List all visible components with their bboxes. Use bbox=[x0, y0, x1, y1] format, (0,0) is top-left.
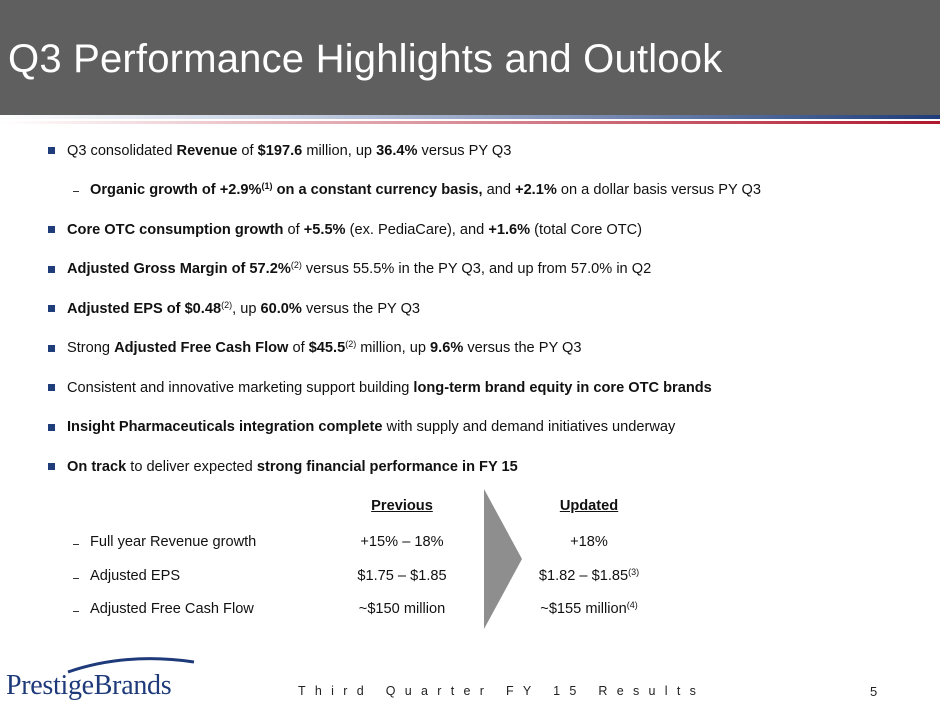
text-bold: +2.1% bbox=[515, 182, 557, 198]
text-bold: Adjusted Gross Margin of 57.2% bbox=[67, 261, 291, 277]
previous-value: ~$150 million bbox=[358, 601, 446, 617]
red-stripe bbox=[0, 121, 940, 124]
text-bold: $197.6 bbox=[257, 143, 303, 159]
previous-value: +15% – 18% bbox=[360, 534, 444, 550]
text-bold: 60.0% bbox=[260, 301, 302, 317]
previous-value: $1.75 – $1.85 bbox=[357, 568, 447, 584]
text-bold: Organic growth of +2.9% bbox=[90, 182, 262, 198]
text-bold: Adjusted Free Cash Flow bbox=[114, 340, 289, 356]
updated-value: ~$155 million(4) bbox=[509, 600, 669, 618]
footnote-ref: (2) bbox=[290, 260, 302, 270]
page-number: 5 bbox=[870, 684, 878, 699]
text: of bbox=[283, 222, 304, 238]
title-bar: Q3 Performance Highlights and Outlook bbox=[0, 0, 940, 115]
sub-bullet-dash-icon bbox=[73, 191, 79, 192]
text: , up bbox=[232, 301, 261, 317]
updated-text: ~$155 million bbox=[540, 601, 627, 617]
bullet-insight-integration: Insight Pharmaceuticals integration comp… bbox=[67, 418, 675, 436]
text: Strong bbox=[67, 340, 115, 356]
updated-value: +18% bbox=[509, 534, 669, 550]
footnote-ref: (2) bbox=[221, 300, 233, 310]
sub-bullet-organic-growth: Organic growth of +2.9%(1) on a constant… bbox=[90, 181, 761, 199]
footnote-ref: (3) bbox=[628, 567, 640, 577]
text: to deliver expected bbox=[126, 459, 257, 475]
arrow-chevron-icon bbox=[484, 489, 522, 629]
text-bold: $45.5 bbox=[308, 340, 346, 356]
text: with supply and demand initiatives under… bbox=[382, 419, 676, 435]
footnote-ref: (1) bbox=[261, 181, 273, 191]
logo-swoosh-icon bbox=[67, 657, 195, 674]
updated-value: $1.82 – $1.85(3) bbox=[509, 567, 669, 585]
text-bold: Core OTC consumption growth bbox=[67, 222, 284, 238]
text: versus the PY Q3 bbox=[301, 301, 421, 317]
row-label: Adjusted EPS bbox=[90, 568, 181, 584]
sub-bullet-dash-icon bbox=[73, 611, 79, 612]
sub-bullet-dash-icon bbox=[73, 544, 79, 545]
bullet-free-cash-flow: Strong Adjusted Free Cash Flow of $45.5(… bbox=[67, 339, 581, 357]
text: and bbox=[482, 182, 516, 198]
bullet-gross-margin: Adjusted Gross Margin of 57.2%(2) versus… bbox=[67, 260, 651, 278]
column-header-updated: Updated bbox=[559, 498, 619, 514]
text-bold: On track bbox=[67, 459, 127, 475]
bullet-on-track: On track to deliver expected strong fina… bbox=[67, 458, 518, 476]
text-bold: 9.6% bbox=[430, 340, 464, 356]
row-label: Full year Revenue growth bbox=[90, 534, 257, 550]
bullet-square-icon bbox=[48, 305, 55, 312]
updated-text: +18% bbox=[570, 534, 608, 550]
bullet-square-icon bbox=[48, 384, 55, 391]
bullet-square-icon bbox=[48, 345, 55, 352]
text: (total Core OTC) bbox=[530, 222, 643, 238]
text: (ex. PediaCare), and bbox=[345, 222, 489, 238]
text-bold: +1.6% bbox=[488, 222, 531, 238]
bullet-square-icon bbox=[48, 463, 55, 470]
page-title: Q3 Performance Highlights and Outlook bbox=[8, 37, 723, 81]
text-bold: strong financial performance in FY 15 bbox=[256, 459, 518, 475]
logo-text: PrestigeBrands bbox=[6, 670, 172, 701]
updated-text: $1.82 – $1.85 bbox=[538, 568, 629, 584]
row-label: Adjusted Free Cash Flow bbox=[90, 601, 254, 617]
prestige-brands-logo: PrestigeBrands bbox=[6, 656, 206, 704]
text: Q3 consolidated bbox=[67, 143, 177, 159]
text-bold: Revenue bbox=[176, 143, 238, 159]
bullet-revenue: Q3 consolidated Revenue of $197.6 millio… bbox=[67, 142, 511, 160]
text: versus the PY Q3 bbox=[463, 340, 582, 356]
bullet-square-icon bbox=[48, 424, 55, 431]
text-bold: Adjusted EPS of $0.48 bbox=[67, 301, 222, 317]
white-stripe bbox=[0, 119, 940, 121]
bullet-square-icon bbox=[48, 226, 55, 233]
text-bold: long-term brand equity in core OTC brand… bbox=[413, 380, 712, 396]
footnote-ref: (2) bbox=[345, 339, 357, 349]
bullet-marketing: Consistent and innovative marketing supp… bbox=[67, 379, 712, 397]
text: versus 55.5% in the PY Q3, and up from 5… bbox=[301, 261, 652, 277]
text: on a dollar basis versus PY Q3 bbox=[556, 182, 761, 198]
bullet-square-icon bbox=[48, 147, 55, 154]
bullet-adjusted-eps: Adjusted EPS of $0.48(2), up 60.0% versu… bbox=[67, 300, 420, 318]
text-bold: Insight Pharmaceuticals integration comp… bbox=[67, 419, 383, 435]
text: versus PY Q3 bbox=[417, 143, 512, 159]
sub-bullet-dash-icon bbox=[73, 578, 79, 579]
text: million, up bbox=[302, 143, 377, 159]
column-header-previous: Previous bbox=[371, 498, 433, 514]
bullet-square-icon bbox=[48, 266, 55, 273]
text: of bbox=[237, 143, 258, 159]
text-bold: +5.5% bbox=[303, 222, 346, 238]
text-bold: on a constant currency basis, bbox=[272, 182, 483, 198]
text: million, up bbox=[356, 340, 431, 356]
text: of bbox=[288, 340, 309, 356]
text: Consistent and innovative marketing supp… bbox=[67, 380, 414, 396]
footnote-ref: (4) bbox=[626, 600, 638, 610]
bullet-core-otc: Core OTC consumption growth of +5.5% (ex… bbox=[67, 221, 642, 239]
text-bold: 36.4% bbox=[376, 143, 418, 159]
footer-caption: Third Quarter FY 15 Results bbox=[298, 684, 706, 698]
blue-stripe bbox=[0, 115, 940, 119]
